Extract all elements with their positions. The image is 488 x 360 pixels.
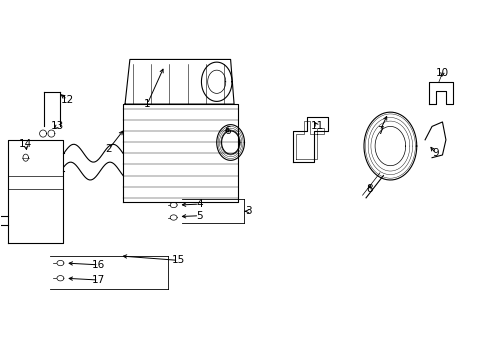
Text: 4: 4 <box>196 199 202 209</box>
Text: 17: 17 <box>92 275 105 285</box>
Text: 10: 10 <box>435 68 448 78</box>
Text: 13: 13 <box>50 121 63 131</box>
Text: 11: 11 <box>310 121 324 131</box>
Text: 3: 3 <box>244 206 251 216</box>
Text: 8: 8 <box>366 184 372 194</box>
Text: 6: 6 <box>224 126 230 136</box>
Text: 7: 7 <box>376 126 383 136</box>
Text: 12: 12 <box>61 95 74 105</box>
Text: 5: 5 <box>196 211 202 221</box>
Text: 16: 16 <box>92 260 105 270</box>
Text: 14: 14 <box>19 139 32 149</box>
Text: 15: 15 <box>172 255 185 265</box>
Text: 1: 1 <box>143 99 150 109</box>
Text: 2: 2 <box>105 144 112 154</box>
Text: 9: 9 <box>431 148 438 158</box>
